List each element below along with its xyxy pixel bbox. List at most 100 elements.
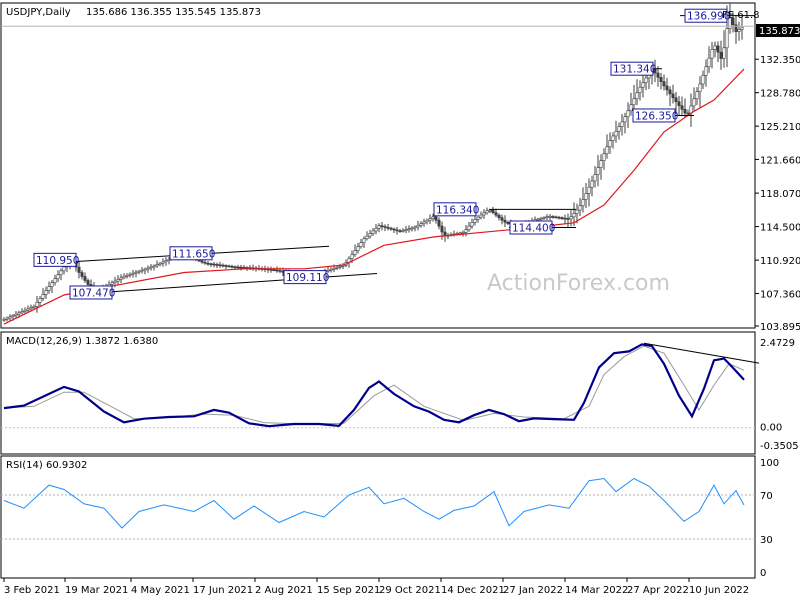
price-label-box [632, 108, 676, 123]
candle-body [272, 269, 276, 271]
price-header-ohlc: 135.686 136.355 135.545 135.873 [86, 7, 261, 18]
candle-body [428, 218, 432, 221]
candle-body [713, 45, 717, 50]
candle-body [122, 275, 126, 279]
candle-body [116, 279, 120, 282]
candle-body [407, 228, 411, 231]
candle-body [662, 81, 666, 87]
price-axis-tick: 128.780 [760, 89, 800, 100]
price-axis-tick: 114.500 [760, 223, 800, 234]
candle-body [143, 268, 147, 271]
candle-body [401, 229, 405, 232]
candle-body [227, 265, 231, 268]
candle-body [584, 193, 588, 200]
candle-body [230, 265, 234, 268]
candle-body [56, 274, 60, 280]
macd-axis-tick: 2.4729 [760, 338, 795, 349]
price-label-box [69, 285, 113, 300]
candle-body [212, 263, 216, 266]
annotation-layer: 110.950 111.650 107.470 109.110 116.340 114.4… [33, 8, 730, 300]
time-axis-tick: 27 Apr 2022 [627, 585, 689, 596]
candle-body [137, 270, 141, 273]
candle-body [209, 263, 213, 265]
macd-axis-tick: -0.3505 [760, 441, 799, 452]
candle-body [503, 219, 507, 223]
rsi-axis-tick: 30 [760, 535, 773, 546]
price-lines [1, 15, 755, 325]
candle-body [545, 216, 549, 219]
candle-body [437, 219, 441, 227]
candle-body [734, 24, 738, 32]
candle-body [575, 209, 579, 214]
candle-body [128, 273, 132, 276]
candle-body [134, 271, 138, 274]
candle-body [632, 98, 636, 106]
candle-body [656, 72, 660, 78]
candle-body [362, 238, 366, 243]
candle-body [485, 210, 489, 214]
candle-body [431, 216, 435, 219]
candle-body [155, 264, 159, 267]
candle-body [41, 294, 45, 299]
candle-body [23, 309, 27, 312]
candle-body [488, 209, 492, 212]
axis-layer: 132.350 128.780 125.210 121.660 118.070 114.5… [3, 55, 800, 596]
candle-body [464, 229, 468, 233]
candle-body [710, 49, 714, 59]
rsi-axis-tick: 100 [760, 458, 779, 469]
candle-body [146, 267, 150, 270]
candle-body [275, 269, 279, 272]
candle-body [62, 266, 66, 272]
candle-body [38, 298, 42, 303]
candle-body [605, 146, 609, 155]
price-label: 116.340 [436, 204, 479, 216]
candle-body [50, 282, 54, 287]
candle-body [557, 216, 561, 219]
rsi-panel [0, 455, 756, 579]
candle-body [578, 205, 582, 211]
candle-body [617, 126, 621, 132]
candle-body [719, 51, 723, 59]
candle-body [554, 216, 558, 219]
candle-body [482, 212, 486, 216]
candle-body [200, 260, 204, 263]
candle-body [641, 82, 645, 88]
price-label-box [610, 61, 654, 76]
candle-body [329, 268, 333, 271]
candle-body [572, 213, 576, 218]
candle-body [206, 262, 210, 265]
candle-body [629, 104, 633, 112]
candle-body [80, 272, 84, 277]
candle-body [701, 75, 705, 85]
candle-body [17, 312, 21, 315]
price-axis-tick: 107.360 [760, 290, 800, 301]
candle-body [707, 57, 711, 68]
candle-body [278, 270, 282, 272]
price-axis-tick: 110.920 [760, 256, 800, 267]
candle-body [389, 227, 393, 230]
price-label: 136.990 [687, 11, 730, 23]
candle-body [692, 98, 696, 107]
rsi-header: RSI(14) 60.9302 [6, 460, 87, 471]
candle-body [677, 101, 681, 106]
candle-body [581, 199, 585, 207]
rsi-layer [1, 477, 755, 540]
candle-body [110, 282, 114, 285]
candle-body [689, 105, 693, 114]
candle-body [338, 266, 342, 268]
candle-body [698, 83, 702, 92]
candle-body [638, 86, 642, 94]
candle-body [356, 246, 360, 251]
candle-body [218, 264, 222, 267]
candle-body [224, 265, 228, 267]
candle-body [32, 305, 36, 308]
candle-body [497, 214, 501, 218]
candle-body [215, 264, 219, 266]
candle-body [20, 311, 24, 314]
macd-panel [0, 331, 756, 455]
candle-body [221, 264, 225, 267]
price-label: 111.650 [172, 248, 215, 260]
rsi-line [3, 477, 745, 529]
candle-body [725, 28, 729, 49]
candle-body [740, 27, 744, 30]
